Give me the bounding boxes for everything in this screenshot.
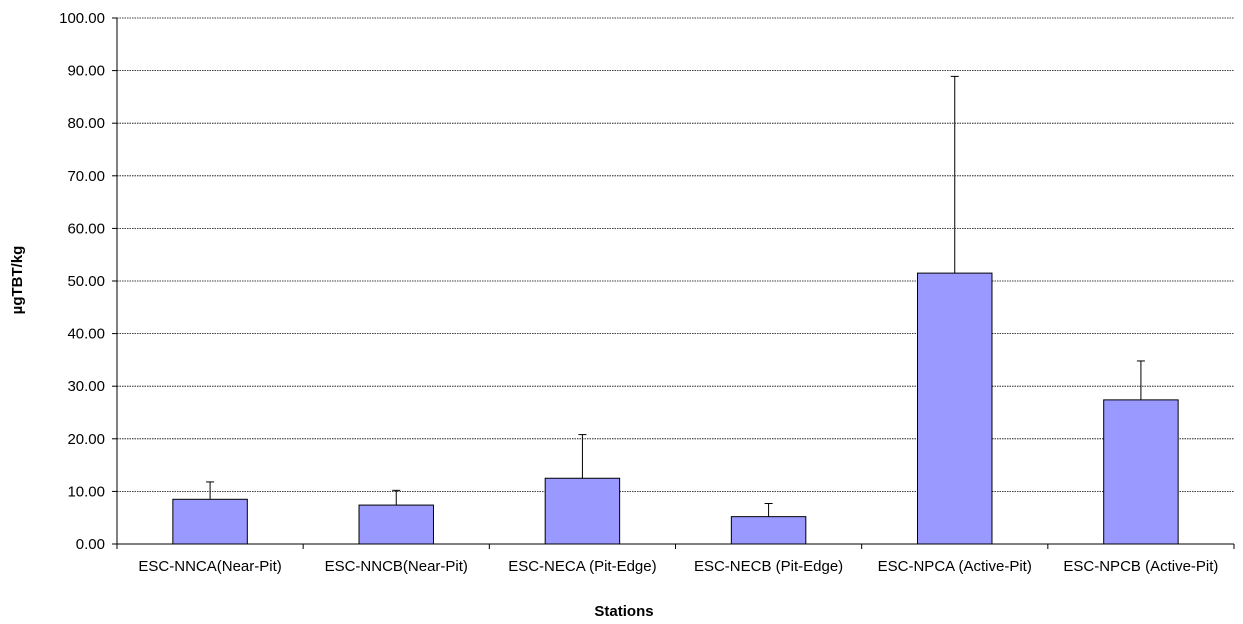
y-tick-label: 100.00 <box>59 10 105 27</box>
y-tick-label: 80.00 <box>67 115 105 132</box>
axes <box>112 17 1235 549</box>
bar <box>358 504 434 545</box>
x-tick-label: ESC-NNCA(Near-Pit) <box>138 558 281 575</box>
y-tick-label: 90.00 <box>67 63 105 80</box>
bar <box>917 272 993 545</box>
y-tick-label: 70.00 <box>67 168 105 185</box>
y-tick-label: 30.00 <box>67 378 105 395</box>
x-axis-title: Stations <box>594 603 653 620</box>
y-tick-label: 60.00 <box>67 220 105 237</box>
x-tick-label: ESC-NPCB (Active-Pit) <box>1063 558 1218 575</box>
x-tick-labels: ESC-NNCA(Near-Pit) ESC-NNCB(Near-Pit) ESC-… <box>138 558 1218 575</box>
x-tick-label: ESC-NNCB(Near-Pit) <box>325 558 468 575</box>
bar <box>172 498 248 545</box>
y-tick-label: 40.00 <box>67 326 105 343</box>
x-tick-label: ESC-NECA (Pit-Edge) <box>508 558 656 575</box>
y-tick-label: 20.00 <box>67 431 105 448</box>
y-tick-label: 50.00 <box>67 273 105 290</box>
x-tick-label: ESC-NECB (Pit-Edge) <box>694 558 843 575</box>
gridlines <box>117 17 1234 492</box>
error-bars <box>206 75 1145 517</box>
y-tick-label: 0.00 <box>76 536 105 553</box>
bar <box>544 477 621 545</box>
bars <box>172 272 1179 545</box>
y-tick-labels: 0.00 10.00 20.00 30.00 40.00 50.00 60.00 70.00 8… <box>59 10 105 553</box>
y-tick-label: 10.00 <box>67 483 105 500</box>
bar <box>1103 399 1179 545</box>
x-tick-label: ESC-NPCA (Active-Pit) <box>878 558 1032 575</box>
bar <box>730 516 807 545</box>
y-axis-title: µgTBT/kg <box>9 246 26 315</box>
